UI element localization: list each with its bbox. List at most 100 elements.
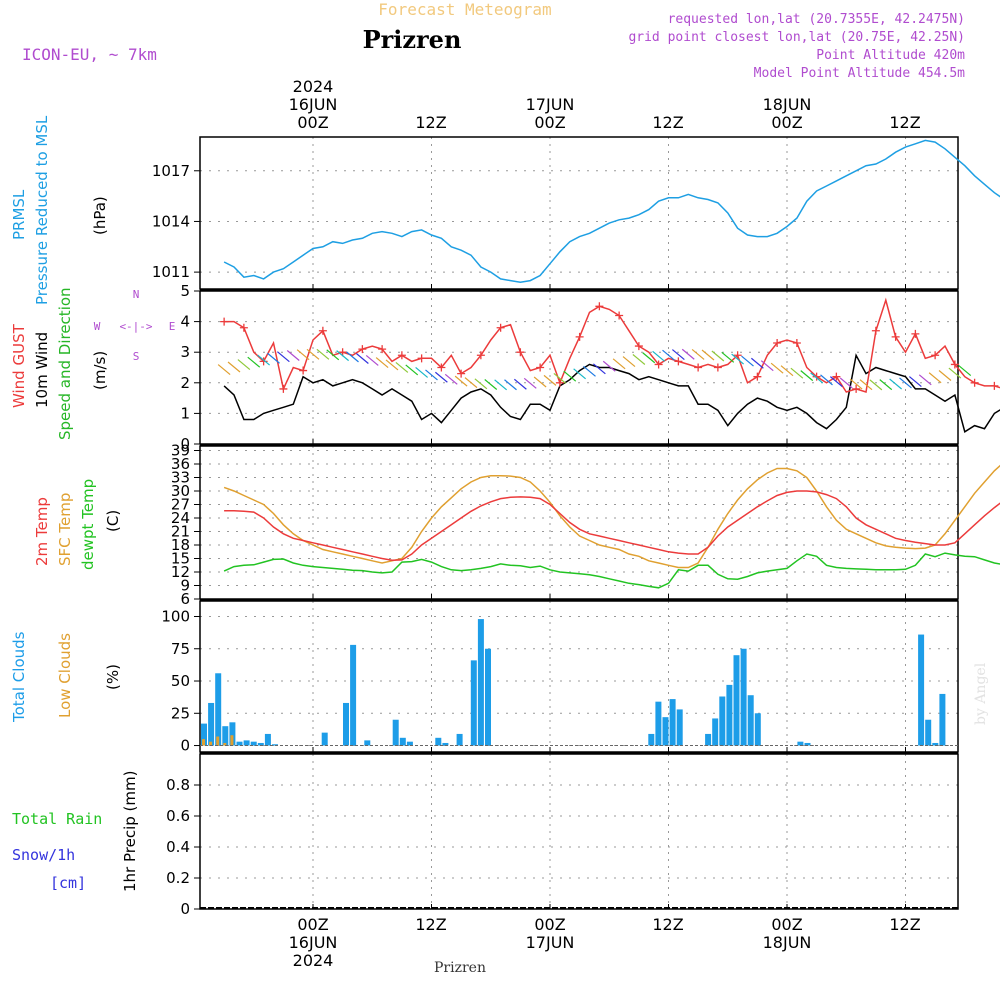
footer-location: Prizren	[434, 960, 486, 976]
wind-direction-arrow	[642, 352, 656, 364]
bottom-hour-3: 00Z	[534, 915, 565, 934]
wind-direction-arrow	[553, 372, 567, 384]
snow-label: Snow/1h	[12, 846, 75, 864]
wind-direction-arrow	[543, 374, 557, 386]
wind-direction-arrow	[415, 367, 429, 378]
compass-s: S	[133, 350, 140, 363]
temp-unit: (C)	[104, 510, 122, 532]
bottom-hour-4: 12Z	[652, 915, 683, 934]
wind-direction-arrow	[958, 365, 972, 377]
wind-direction-arrow	[434, 371, 448, 383]
rain-label: Total Rain	[12, 810, 102, 828]
pressure-line	[223, 139, 1000, 283]
gust-marker	[753, 372, 762, 381]
sfc-label: SFC Temp	[56, 493, 74, 566]
total-cloud-bar	[229, 722, 236, 746]
point-altitude: Point Altitude 420m	[816, 48, 965, 63]
total-cloud-bar	[932, 742, 939, 746]
wind-direction-arrow	[889, 378, 903, 390]
total-cloud-bar	[648, 733, 655, 746]
wind-direction-arrow	[494, 379, 508, 391]
compass-w: W	[94, 320, 101, 333]
gust-marker	[437, 363, 446, 372]
total-cloud-bar	[754, 713, 761, 746]
bottom-day-1: 16JUN	[289, 933, 338, 952]
gust-marker	[259, 357, 268, 366]
sfc-temp-line	[223, 464, 1000, 569]
wind-direction-arrow	[286, 350, 300, 361]
dewpt-line	[223, 552, 1000, 589]
wind-direction-arrow	[227, 361, 241, 373]
t2m-line	[224, 490, 1000, 562]
wind-tick-label: 0	[180, 435, 190, 453]
gust-marker	[891, 332, 900, 341]
precip-unit: 1hr Precip (mm)	[121, 771, 139, 892]
total-cloud-bar	[257, 742, 264, 746]
wind-compass: N W <-|-> E S	[94, 288, 176, 363]
gust-marker	[713, 363, 722, 372]
cloud-unit: (%)	[104, 664, 122, 690]
total-cloud-bar	[733, 655, 740, 746]
total-cloud-bar	[264, 733, 271, 746]
total-cloud-bar	[272, 744, 278, 746]
top-hour-6: 12Z	[889, 113, 920, 132]
gust-marker	[575, 332, 584, 341]
wind-direction-arrow	[573, 368, 587, 380]
wind-direction-arrow	[879, 379, 893, 391]
wind-direction-arrow	[237, 359, 251, 371]
wind-direction-arrow	[276, 351, 290, 363]
total-cloud-bar	[343, 702, 349, 746]
wind-direction-arrow	[395, 361, 409, 373]
wind-tick-label: 4	[180, 313, 190, 331]
total-cloud-bar	[925, 719, 932, 746]
gust-marker	[694, 363, 703, 372]
gust-marker	[358, 345, 367, 354]
total-cloud-bar	[243, 740, 250, 746]
wind-direction-arrow	[602, 360, 616, 372]
temp-tick-label: 24	[171, 509, 190, 527]
bottom-hour-5: 00Z	[771, 915, 802, 934]
t2m-label: 2m Temp	[33, 497, 51, 566]
pressure-tick-label: 1017	[152, 162, 190, 180]
gust-marker	[397, 351, 406, 360]
total-cloud-bar	[435, 737, 442, 746]
low-cloud-bar	[202, 739, 205, 746]
temp-tick-label: 6	[180, 590, 190, 608]
low-cloud-bar	[209, 741, 213, 746]
wind-direction-arrow	[385, 359, 399, 371]
wind-direction-arrow	[454, 375, 468, 387]
total-cloud-bar	[470, 660, 477, 746]
gust-marker	[239, 323, 248, 332]
temp-tick-label: 21	[171, 523, 190, 541]
low-cloud-bar	[216, 736, 220, 746]
gust-marker	[555, 378, 564, 387]
total-cloud-bar	[201, 723, 207, 746]
wind-direction-arrow	[267, 352, 280, 364]
model-label: ICON-EU, ~ 7km	[22, 45, 157, 64]
total-cloud-label: Total Clouds	[10, 631, 28, 723]
total-cloud-bar	[676, 709, 683, 746]
wind-direction-arrow	[474, 378, 488, 390]
total-cloud-bar	[321, 732, 328, 746]
total-cloud-bar	[399, 737, 406, 746]
temp-tick-label: 27	[171, 496, 190, 514]
wind-direction-arrow	[296, 349, 310, 361]
wind-direction-arrow	[839, 377, 853, 389]
gust-marker	[931, 351, 940, 360]
gust-marker	[476, 351, 485, 360]
total-cloud-bar	[797, 741, 804, 746]
top-year: 2024	[293, 77, 334, 96]
wind-direction-arrow	[928, 372, 942, 384]
gust-marker	[852, 384, 861, 393]
gust-marker	[496, 323, 505, 332]
wind-direction-arrow	[849, 378, 863, 390]
wind-direction-arrow	[810, 372, 824, 384]
gust-marker	[792, 339, 801, 348]
pressure-tick-label: 1011	[152, 263, 190, 281]
total-cloud-bar	[655, 701, 662, 746]
dir-label: Speed and Direction	[56, 287, 74, 440]
top-hour-1: 00Z	[297, 113, 328, 132]
wind-unit: (m/s)	[91, 351, 109, 390]
compass-n: N	[133, 288, 140, 301]
bottom-day-3: 18JUN	[763, 933, 812, 952]
